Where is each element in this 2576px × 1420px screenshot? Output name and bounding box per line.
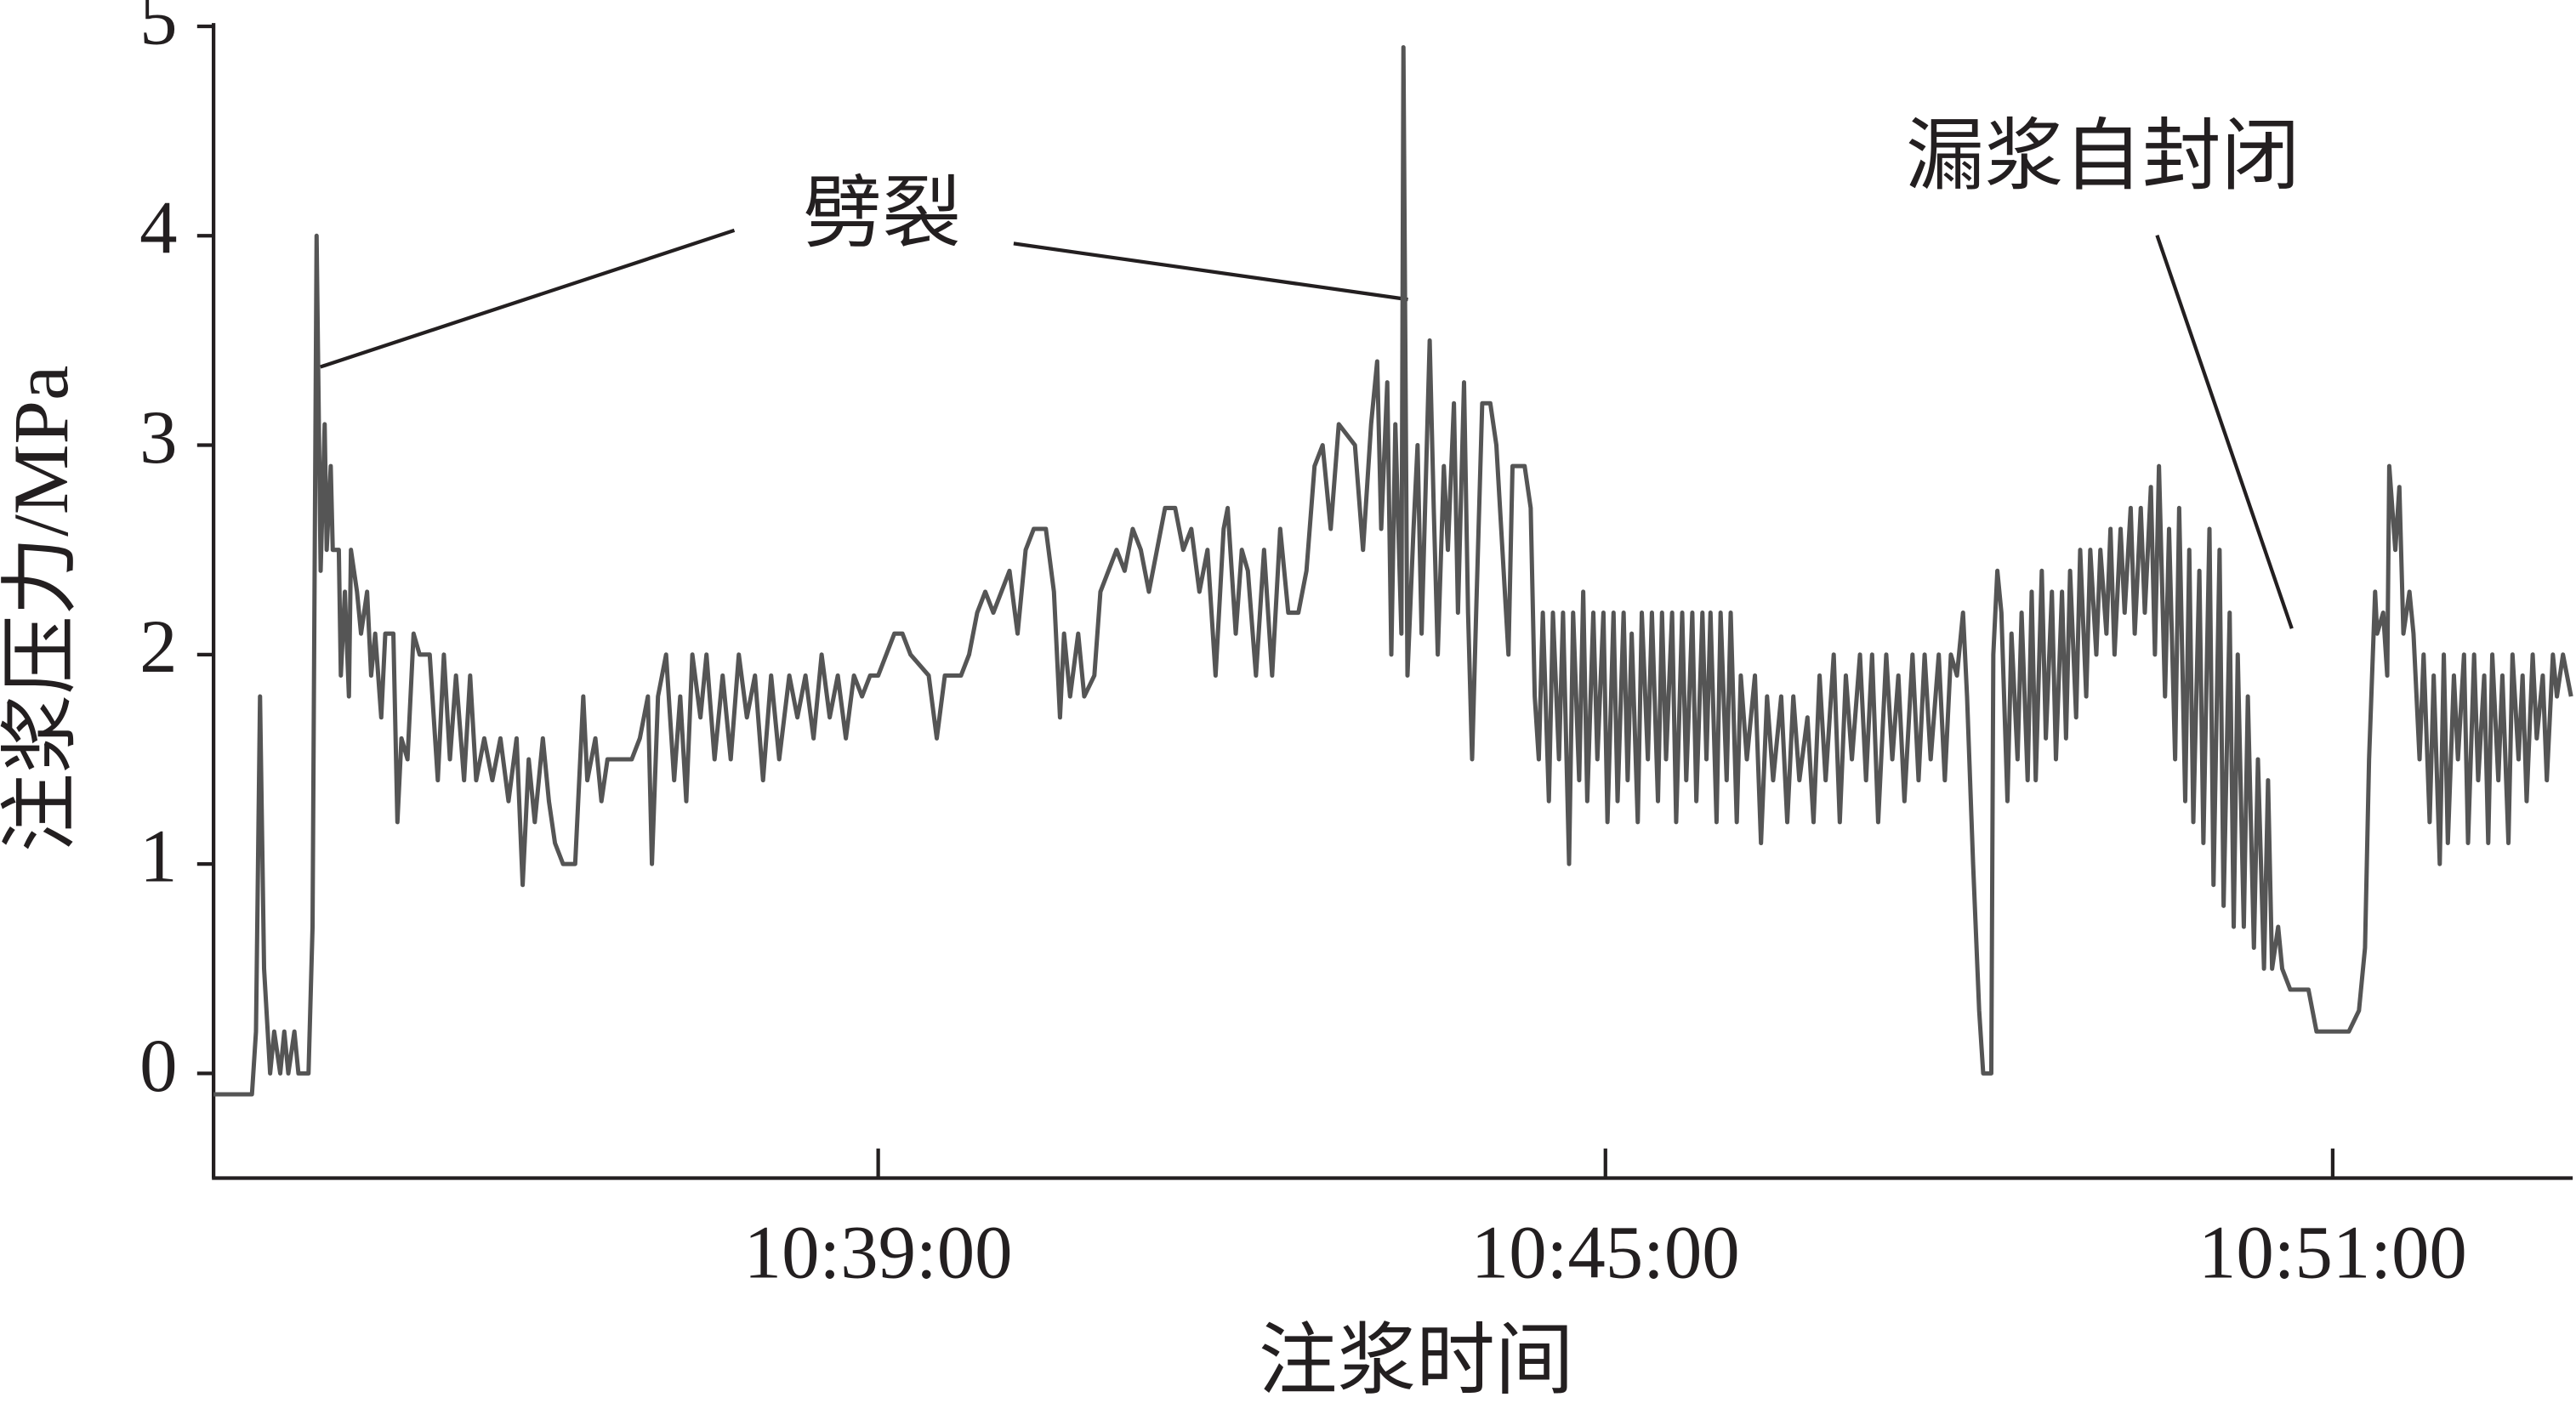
y-axis-title: 注浆压力/MPa xyxy=(0,366,85,853)
annotation: 劈裂 xyxy=(804,170,961,258)
x-tick-label: 10:39:00 xyxy=(744,1212,1013,1295)
annotation: 漏浆自封闭 xyxy=(1906,113,2300,201)
y-tick-label: 3 xyxy=(139,396,177,480)
x-axis-title: 注浆时间 xyxy=(1259,1317,1574,1405)
x-tick-label: 10:45:00 xyxy=(1471,1212,1740,1295)
y-tick-label: 4 xyxy=(139,187,177,270)
annotation-leader xyxy=(320,228,736,369)
data-line xyxy=(213,45,2573,1097)
y-tick-label: 2 xyxy=(139,605,177,689)
x-tick-label: 10:51:00 xyxy=(2198,1212,2467,1295)
annotation-leader xyxy=(1013,241,1408,302)
y-tick-label: 0 xyxy=(139,1025,177,1108)
annotation-leader xyxy=(2155,235,2294,629)
y-tick-label: 5 xyxy=(139,0,177,60)
y-tick-label: 1 xyxy=(139,815,177,898)
